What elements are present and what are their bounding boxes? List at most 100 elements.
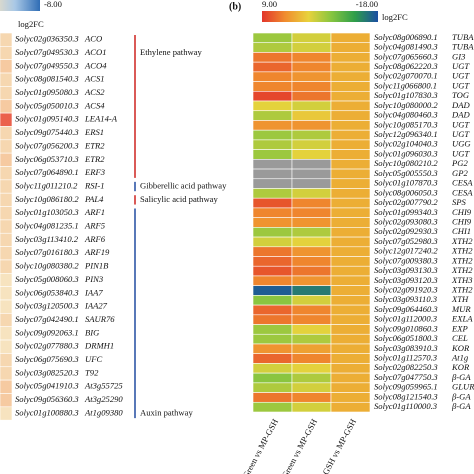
heat-cell: [330, 275, 371, 286]
gene-name: UFC: [85, 354, 102, 364]
gene-name: ACO1: [84, 47, 106, 57]
gene-name: UGT: [452, 61, 470, 71]
heat-cell: [291, 246, 332, 257]
gene-id: Solyc02g036350.3: [15, 34, 79, 44]
column-label: MP-GSH vs MP-GSH: [313, 417, 358, 474]
gene-name: XTH2: [451, 236, 473, 246]
heat-cell: [291, 333, 332, 345]
gene-id: Solyc07g049550.3: [15, 60, 79, 70]
gene-name: UGT: [452, 148, 470, 158]
heat-cell: [330, 197, 371, 209]
gene-id: Solyc02g104040.3: [374, 139, 438, 149]
gene-name: β-GA: [451, 391, 471, 401]
gene-name: UGT: [452, 119, 470, 129]
heat-cell: [291, 91, 332, 102]
heat-cell: [0, 46, 13, 60]
gene-id: Solyc07g016180.3: [15, 247, 79, 257]
gene-name: DRMH1: [84, 341, 114, 351]
heat-cell: [252, 256, 293, 267]
column-label: Green vs MP-GSH: [240, 417, 280, 474]
gene-name: LEA14-A: [84, 114, 118, 124]
heat-cell: [252, 392, 293, 403]
gene-name: At1g: [451, 353, 469, 363]
gene-id: Solyc09g075440.3: [15, 127, 79, 137]
heat-cell: [291, 401, 332, 413]
heat-cell: [252, 246, 293, 257]
gene-name: SAUR76: [85, 314, 115, 324]
gene-name: ETR2: [84, 140, 105, 150]
heat-cell: [252, 295, 293, 306]
heat-cell: [252, 52, 293, 63]
gene-id: Solyc10g080380.2: [15, 261, 79, 271]
heat-cell: [330, 295, 371, 306]
heat-cell: [0, 86, 13, 101]
gene-name: CEL: [452, 333, 468, 343]
heat-cell: [252, 343, 293, 354]
gene-id: Solyc10g080000.2: [374, 100, 438, 110]
heat-cell: [330, 120, 371, 131]
heat-cell: [0, 246, 13, 261]
heat-cell: [252, 91, 293, 102]
heat-cell: [291, 324, 332, 335]
heat-cell: [330, 343, 371, 354]
heat-cell: [252, 353, 293, 364]
gene-id: Solyc07g056200.3: [15, 140, 79, 150]
heat-cell: [252, 372, 293, 384]
gene-name: TUBA: [452, 32, 474, 42]
gene-id: Solyc07g064890.1: [15, 167, 79, 177]
gene-id: Solyc01g096030.3: [374, 148, 438, 158]
gene-name: EXP: [451, 323, 468, 333]
gene-id: Solyc08g006050.3: [374, 187, 438, 197]
gene-name: ARF19: [84, 247, 110, 257]
gene-id: Solyc01g095080.3: [15, 87, 79, 97]
heat-cell: [0, 192, 13, 207]
gene-name: ARF1: [84, 207, 105, 217]
gene-name: ARF6: [84, 234, 106, 244]
gene-id: Solyc11g011210.2: [15, 180, 78, 190]
gene-id: Solyc02g093080.3: [374, 216, 438, 226]
heat-cell: [330, 178, 371, 189]
heat-cell: [252, 81, 293, 92]
heat-cell: [330, 353, 371, 364]
gene-id: Solyc02g091920.3: [374, 284, 438, 294]
heat-cell: [291, 42, 332, 53]
heat-cell: [291, 227, 332, 238]
colorbar-label: log2FC: [382, 12, 408, 22]
gene-name: TUBA: [452, 42, 474, 52]
heat-cell: [252, 32, 293, 44]
gene-name: At3g55725: [84, 381, 123, 391]
heat-cell: [0, 272, 13, 287]
heat-cell: [0, 232, 13, 247]
heat-cell: [0, 286, 13, 301]
gene-id: Solyc12g096340.1: [374, 129, 438, 139]
heat-cell: [291, 71, 332, 82]
heat-cell: [330, 100, 371, 112]
gene-name: ACS1: [84, 74, 105, 84]
heat-cell: [252, 42, 293, 53]
heat-cell: [330, 382, 371, 393]
heat-cell: [330, 149, 371, 160]
gene-name: β-GA: [451, 372, 471, 382]
pathway-label: Salicylic acid pathway: [140, 194, 218, 204]
gene-id: Solyc01g112000.3: [374, 314, 437, 324]
gene-name: XTH2: [451, 265, 473, 275]
colorbar-tick-label: -18.00: [356, 0, 378, 9]
gene-id: Solyc09g092063.1: [15, 327, 79, 337]
heat-cell: [0, 313, 13, 328]
gene-name: KOR: [451, 362, 470, 372]
heat-cell: [0, 32, 13, 47]
heat-cell: [252, 197, 293, 209]
heat-cell: [0, 126, 13, 141]
gene-id: Solyc08g006890.1: [374, 32, 438, 42]
gene-name: UGG: [452, 139, 471, 149]
gene-name: SPS: [452, 197, 467, 207]
gene-name: DAD: [451, 110, 470, 120]
heat-cell: [291, 61, 332, 73]
gene-id: Solyc03g120500.3: [15, 301, 79, 311]
heat-cell: [291, 363, 332, 374]
gene-name: UGT: [452, 80, 470, 90]
gene-id: Solyc06g053710.3: [15, 154, 79, 164]
gene-id: Solyc07g049530.3: [15, 47, 79, 57]
gene-id: Solyc03g093110.3: [374, 294, 437, 304]
